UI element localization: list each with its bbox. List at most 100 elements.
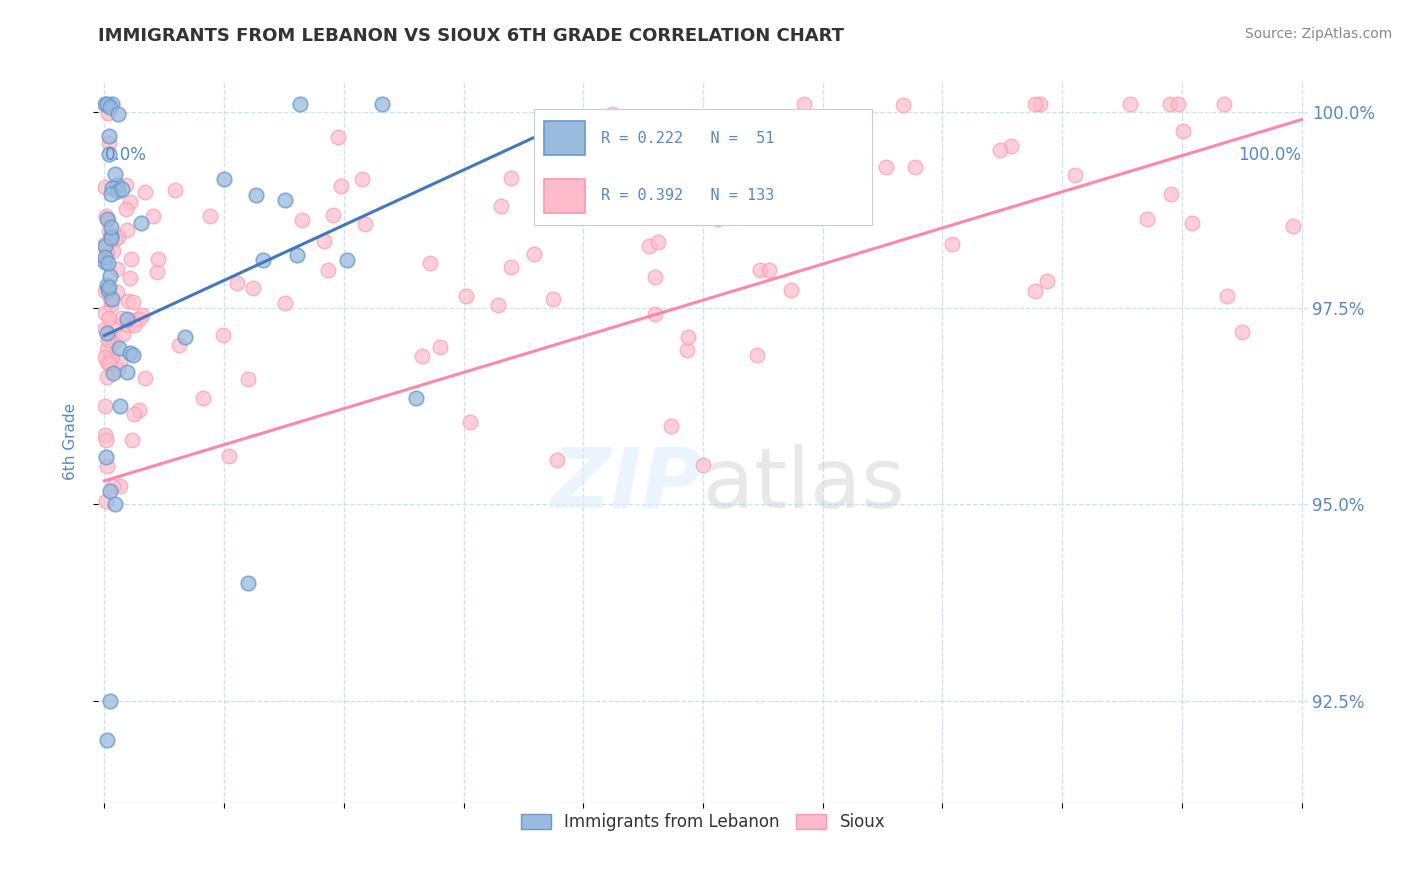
Point bbox=[96, 241, 118, 255]
Point bbox=[707, 211, 730, 226]
Point bbox=[97, 356, 120, 370]
Point bbox=[146, 265, 169, 279]
Point bbox=[96, 370, 118, 384]
Point bbox=[875, 160, 897, 174]
Text: atlas: atlas bbox=[703, 444, 904, 525]
Point bbox=[941, 236, 963, 251]
Point bbox=[100, 187, 122, 202]
Point bbox=[499, 170, 522, 185]
Point bbox=[96, 212, 118, 227]
Point bbox=[122, 407, 145, 421]
Point bbox=[314, 234, 336, 248]
Point bbox=[486, 298, 509, 312]
Point bbox=[100, 100, 122, 114]
Point bbox=[218, 450, 240, 464]
Point bbox=[96, 277, 118, 292]
Text: ZIP: ZIP bbox=[550, 444, 703, 525]
Point bbox=[1213, 96, 1236, 111]
Point bbox=[118, 346, 141, 360]
Point bbox=[94, 305, 117, 319]
Text: IMMIGRANTS FROM LEBANON VS SIOUX 6TH GRADE CORRELATION CHART: IMMIGRANTS FROM LEBANON VS SIOUX 6TH GRA… bbox=[98, 27, 845, 45]
Point bbox=[97, 146, 120, 161]
Point bbox=[108, 341, 131, 355]
Point bbox=[167, 337, 190, 351]
Point bbox=[98, 268, 121, 283]
Point bbox=[100, 220, 122, 235]
Point bbox=[98, 310, 121, 325]
Point bbox=[97, 106, 120, 120]
Point bbox=[94, 179, 117, 194]
Point bbox=[142, 209, 165, 223]
Point bbox=[419, 256, 441, 270]
Point bbox=[94, 351, 117, 365]
Point bbox=[104, 497, 127, 511]
Point bbox=[94, 284, 117, 298]
Point bbox=[1064, 168, 1087, 182]
Point bbox=[94, 236, 117, 251]
Point bbox=[1181, 216, 1204, 230]
Point bbox=[117, 318, 139, 333]
Point bbox=[121, 433, 143, 447]
Point bbox=[105, 285, 128, 300]
Point bbox=[110, 310, 132, 325]
Point bbox=[107, 362, 129, 376]
Point bbox=[94, 96, 117, 111]
Point bbox=[97, 283, 120, 297]
Point bbox=[371, 96, 394, 111]
Point bbox=[676, 343, 699, 358]
Point bbox=[101, 244, 124, 258]
Point bbox=[692, 458, 714, 472]
Point bbox=[236, 575, 259, 590]
Point bbox=[547, 453, 569, 467]
Point bbox=[94, 250, 117, 264]
Point bbox=[491, 199, 513, 213]
Point bbox=[114, 178, 136, 192]
Point bbox=[105, 178, 128, 193]
Point bbox=[191, 391, 214, 405]
Point bbox=[96, 354, 118, 368]
Point bbox=[97, 256, 120, 270]
Point bbox=[94, 239, 117, 253]
Point bbox=[117, 223, 139, 237]
Point bbox=[117, 365, 139, 379]
Point bbox=[600, 107, 623, 121]
Legend: Immigrants from Lebanon, Sioux: Immigrants from Lebanon, Sioux bbox=[515, 806, 891, 838]
Point bbox=[94, 322, 117, 336]
Point bbox=[200, 209, 222, 223]
Point bbox=[100, 231, 122, 245]
Point bbox=[647, 164, 669, 178]
Point bbox=[98, 484, 121, 499]
Point bbox=[638, 239, 661, 253]
Point bbox=[242, 281, 264, 295]
Point bbox=[134, 185, 156, 199]
Point bbox=[117, 293, 139, 308]
Y-axis label: 6th Grade: 6th Grade bbox=[63, 403, 77, 480]
Point bbox=[96, 209, 118, 223]
Point bbox=[211, 328, 233, 343]
Point bbox=[163, 183, 186, 197]
Point bbox=[523, 247, 546, 261]
Point bbox=[236, 372, 259, 386]
Text: 0.0%: 0.0% bbox=[104, 145, 146, 163]
Point bbox=[108, 354, 131, 368]
Point bbox=[134, 371, 156, 385]
Point bbox=[274, 296, 297, 310]
Point bbox=[288, 96, 311, 111]
Point bbox=[226, 276, 249, 290]
Point bbox=[96, 244, 118, 259]
Point bbox=[405, 391, 427, 405]
Point bbox=[128, 311, 150, 326]
Point bbox=[118, 270, 141, 285]
Point bbox=[1215, 289, 1237, 303]
Point bbox=[104, 334, 127, 348]
Point bbox=[124, 313, 146, 327]
Point bbox=[1136, 212, 1159, 227]
Point bbox=[591, 200, 613, 214]
Point bbox=[98, 129, 121, 144]
Point bbox=[108, 399, 131, 413]
Point bbox=[115, 202, 138, 217]
Point bbox=[891, 98, 914, 112]
Point bbox=[1173, 124, 1195, 138]
Point bbox=[537, 120, 560, 134]
Point bbox=[103, 479, 125, 493]
